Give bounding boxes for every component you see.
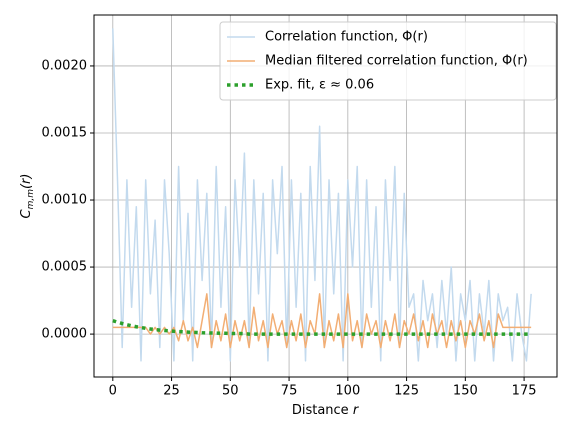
x-tick-label: 50 bbox=[222, 384, 239, 399]
x-tick-label: 75 bbox=[281, 384, 298, 399]
x-tick-label: 0 bbox=[109, 384, 117, 399]
series-line bbox=[112, 319, 532, 336]
legend: Correlation function, Φ(r) Median filtere… bbox=[219, 21, 557, 101]
legend-label: Exp. fit, ε ≈ 0.06 bbox=[265, 78, 374, 93]
plot-area bbox=[112, 28, 532, 362]
y-tick-label: 0.0020 bbox=[42, 58, 88, 73]
y-tick-label: 0.0015 bbox=[42, 125, 88, 140]
x-tick-label: 125 bbox=[394, 384, 419, 399]
legend-box bbox=[219, 21, 557, 101]
y-label-tail: (r) bbox=[19, 174, 34, 190]
series-line bbox=[112, 293, 532, 349]
x-tick-label: 100 bbox=[335, 384, 360, 399]
ticks: 0 25 50 75 100 125 150 175 0.0000 0.0005 0.0010 0.0… bbox=[42, 58, 537, 398]
x-tick-label: 175 bbox=[512, 384, 537, 399]
legend-label: Median filtered correlation function, Φ(… bbox=[265, 54, 528, 69]
series-line bbox=[112, 28, 532, 362]
y-axis-label: Cm,m(r) bbox=[19, 174, 36, 219]
y-label-sub: m,m bbox=[26, 189, 36, 210]
y-tick-label: 0.0005 bbox=[42, 260, 88, 275]
x-axis-label: Distance r bbox=[292, 403, 360, 418]
x-tick-label: 25 bbox=[163, 384, 180, 399]
y-label-base: C bbox=[19, 208, 34, 218]
x-label-var: r bbox=[353, 403, 360, 418]
axes-frame bbox=[93, 14, 558, 378]
x-tick-label: 150 bbox=[453, 384, 478, 399]
y-tick-label: 0.0010 bbox=[42, 193, 88, 208]
x-label-text: Distance bbox=[292, 403, 353, 418]
legend-label: Correlation function, Φ(r) bbox=[265, 30, 428, 45]
y-tick-label: 0.0000 bbox=[42, 327, 88, 342]
